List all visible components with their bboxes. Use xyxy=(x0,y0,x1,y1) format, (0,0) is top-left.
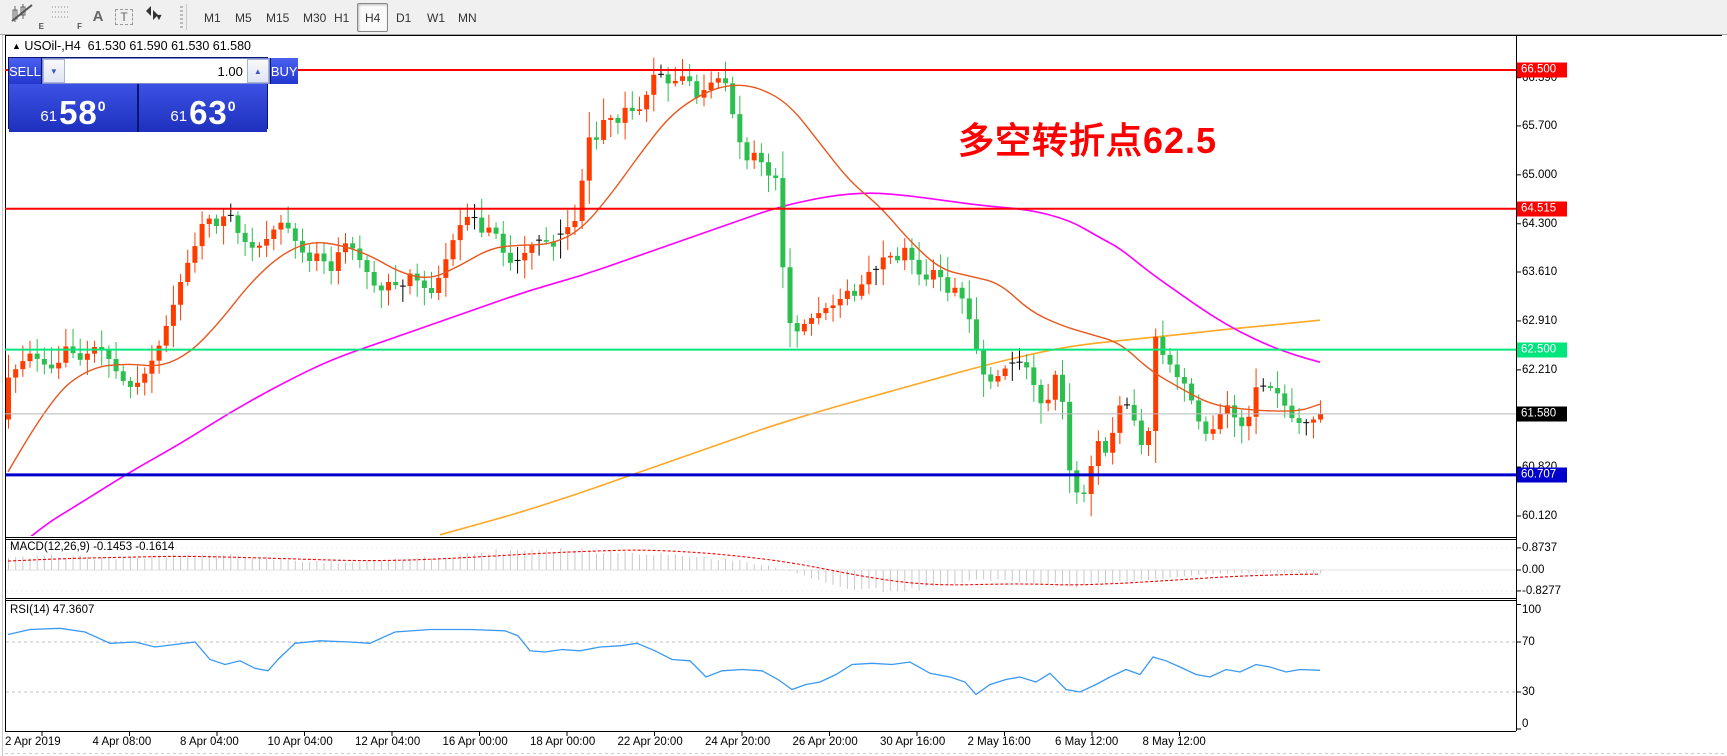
one-click-trading-panel: SELL ▼ ▲ BUY 61 58 0 61 63 0 xyxy=(8,57,298,132)
rsi-tick-0: 0 xyxy=(1522,718,1529,730)
macd-label: MACD(12,26,9) -0.1453 -0.1614 xyxy=(10,541,175,553)
price-badge-62.500: 62.500 xyxy=(1517,342,1567,358)
timeframe-button-h4[interactable]: H4 xyxy=(357,3,389,32)
time-label-1: 2 Apr 2019 xyxy=(5,736,61,748)
timeframe-button-m30[interactable]: M30 xyxy=(303,10,327,25)
main-price-panel xyxy=(6,57,1324,536)
price-tick-64.300: 64.300 xyxy=(1522,217,1558,230)
macd-signal-line xyxy=(7,549,1321,586)
rsi-tick-70: 70 xyxy=(1522,636,1535,648)
price-badge-64.515: 64.515 xyxy=(1517,201,1567,217)
chart-edit-icon[interactable]: E xyxy=(10,3,44,31)
sell-price-display[interactable]: 61 58 0 xyxy=(9,84,139,132)
time-label-9: 24 Apr 20:00 xyxy=(705,736,771,748)
timeframe-button-m5[interactable]: M5 xyxy=(235,10,252,25)
time-label-2: 4 Apr 08:00 xyxy=(92,736,152,748)
macd-histogram xyxy=(8,548,1322,592)
ma-fast-line xyxy=(7,84,1321,473)
time-label-8: 22 Apr 20:00 xyxy=(617,736,683,748)
ma-mid-line xyxy=(30,192,1321,536)
price-badge-66.500: 66.500 xyxy=(1517,62,1567,78)
swap-arrows-glyph xyxy=(146,6,158,20)
sell-price-prefix: 61 xyxy=(40,108,58,125)
chart-header: ▲ USOil-,H4 61.530 61.590 61.530 61.580 xyxy=(12,39,251,53)
buy-price-sup: 0 xyxy=(227,98,236,114)
timeframe-button-w1[interactable]: W1 xyxy=(427,10,445,25)
volume-control: ▼ ▲ xyxy=(41,58,270,84)
time-label-5: 12 Apr 04:00 xyxy=(355,736,421,748)
icon-sub-f: F xyxy=(77,22,82,31)
axis-tick-marks xyxy=(5,77,1727,754)
toolbar-separator xyxy=(186,4,187,30)
collapse-triangle-icon[interactable]: ▲ xyxy=(12,41,21,51)
time-label-11: 30 Apr 16:00 xyxy=(880,736,946,748)
time-label-14: 8 May 12:00 xyxy=(1142,736,1206,748)
rsi-tick-100: 100 xyxy=(1522,604,1542,616)
volume-decrease-button[interactable]: ▼ xyxy=(42,59,65,83)
timeframe-button-h1[interactable]: H1 xyxy=(334,10,350,25)
buy-button[interactable]: BUY xyxy=(269,58,298,84)
volume-increase-button[interactable]: ▲ xyxy=(246,59,269,83)
price-tick-62.210: 62.210 xyxy=(1522,363,1558,376)
time-label-3: 8 Apr 04:00 xyxy=(180,736,239,748)
candlestick-series xyxy=(6,57,1324,517)
ma-slow-line xyxy=(439,319,1321,536)
volume-input[interactable] xyxy=(64,59,247,83)
letter-a-glyph: A xyxy=(92,8,104,25)
ohlc-close: 61.580 xyxy=(212,39,252,53)
price-tick-60.120: 60.120 xyxy=(1522,509,1558,522)
arrows-tool-icon[interactable]: ▼ xyxy=(142,3,176,30)
dropdown-caret-icon: ▼ xyxy=(154,11,164,22)
symbol-period-label: USOil-,H4 xyxy=(24,39,81,53)
sell-price-sup: 0 xyxy=(97,98,106,114)
ohlc-high: 61.590 xyxy=(129,39,168,53)
rsi-panel xyxy=(6,627,1515,696)
rsi-line xyxy=(7,627,1321,696)
timeframe-button-d1[interactable]: D1 xyxy=(396,10,412,25)
buy-price-prefix: 61 xyxy=(170,108,188,125)
price-tick-65.700: 65.700 xyxy=(1522,119,1558,132)
grid-icon[interactable]: F xyxy=(50,3,82,31)
buy-price-big: 63 xyxy=(189,94,228,131)
letter-t-glyph: T xyxy=(115,8,133,25)
ohlc-open: 61.530 xyxy=(87,39,126,53)
timeframe-button-m1[interactable]: M1 xyxy=(204,10,221,25)
text-label-icon[interactable]: A xyxy=(86,3,110,30)
text-box-icon[interactable]: T xyxy=(112,3,136,30)
macd-tick-0.8737: 0.8737 xyxy=(1522,541,1558,554)
ohlc-low: 61.530 xyxy=(171,39,210,53)
icon-sub-e: E xyxy=(38,22,44,31)
rsi-label: RSI(14) 47.3607 xyxy=(10,604,95,616)
main-toolbar: E F A T ▼ M1 M5 M15 M30 H1 H4 D1 W1 MN xyxy=(0,0,1727,35)
toolbar-grip[interactable] xyxy=(180,6,183,28)
macd-tick-0.00: 0.00 xyxy=(1522,564,1545,576)
time-label-4: 10 Apr 04:00 xyxy=(267,736,333,748)
timeframe-button-m15[interactable]: M15 xyxy=(266,10,290,25)
grid-glyph xyxy=(52,6,70,18)
price-badge-61.580: 61.580 xyxy=(1517,406,1567,422)
time-label-13: 6 May 12:00 xyxy=(1055,736,1119,748)
chart-annotation-text[interactable]: 多空转折点62.5 xyxy=(958,120,1218,161)
time-label-12: 2 May 16:00 xyxy=(967,736,1031,748)
rsi-tick-30: 30 xyxy=(1522,686,1535,698)
price-badge-60.707: 60.707 xyxy=(1517,467,1567,483)
price-tick-65.000: 65.000 xyxy=(1522,168,1558,181)
timeframe-button-mn[interactable]: MN xyxy=(458,10,477,25)
time-label-6: 16 Apr 00:00 xyxy=(442,736,508,748)
sell-price-big: 58 xyxy=(59,94,98,131)
sell-button[interactable]: SELL xyxy=(9,58,42,84)
price-tick-62.910: 62.910 xyxy=(1522,314,1558,327)
price-tick-63.610: 63.610 xyxy=(1522,266,1558,278)
macd-tick--0.8277: -0.8277 xyxy=(1522,584,1562,597)
buy-price-display[interactable]: 61 63 0 xyxy=(139,84,267,132)
candlestick-pencil-icon xyxy=(11,4,33,22)
time-label-7: 18 Apr 00:00 xyxy=(530,736,596,748)
macd-panel xyxy=(6,547,1515,592)
time-label-10: 26 Apr 20:00 xyxy=(792,736,858,748)
